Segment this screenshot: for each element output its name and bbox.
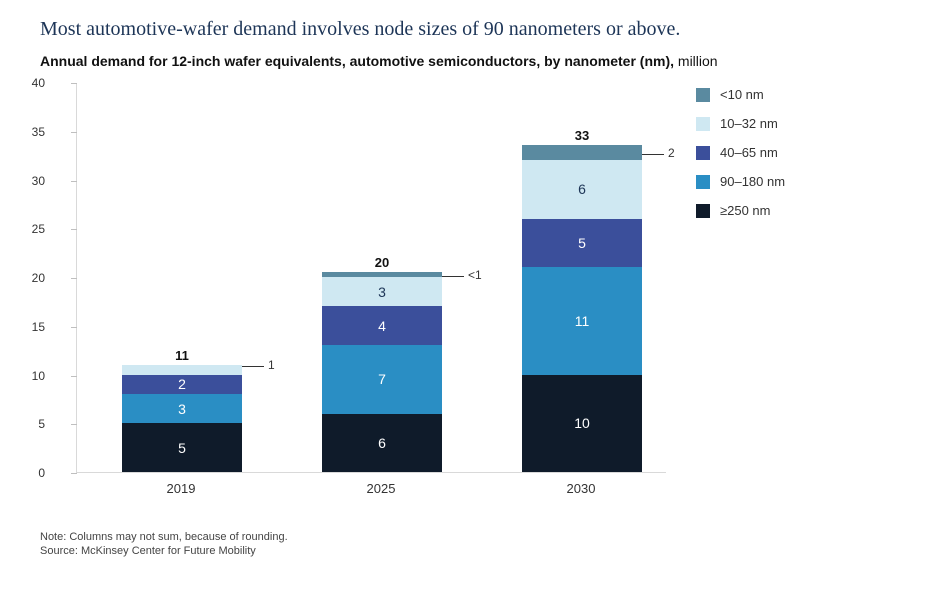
bar-2030: 101156 [522,145,642,472]
y-axis-label: 20 [17,271,45,285]
y-axis-label: 5 [17,417,45,431]
callout-line [442,276,464,277]
subtitle-unit: million [674,53,718,69]
y-axis-label: 0 [17,466,45,480]
legend-label: 90–180 nm [720,174,785,189]
y-axis-label: 35 [17,125,45,139]
footnote-source: Source: McKinsey Center for Future Mobil… [40,545,893,559]
y-axis-tick [71,424,77,425]
bar-total-label: 33 [575,128,589,143]
bar-segment-s4065: 5 [522,219,642,268]
bar-segment-lt10 [522,145,642,160]
callout-line [242,366,264,367]
legend-swatch [696,117,710,131]
page-title: Most automotive-wafer demand involves no… [40,18,893,41]
bar-total-label: 20 [375,255,389,270]
y-axis-tick [71,181,77,182]
chart-subtitle: Annual demand for 12-inch wafer equivale… [40,53,893,69]
y-axis-tick [71,376,77,377]
legend-swatch [696,175,710,189]
legend-item-s90180: 90–180 nm [696,174,785,189]
y-axis-tick [71,83,77,84]
legend-label: <10 nm [720,87,764,102]
bar-total-label: 11 [175,348,189,363]
bar-segment-s1032: 6 [522,160,642,219]
bar-2025: 6743 [322,272,442,472]
y-axis-label: 40 [17,76,45,90]
y-axis-tick [71,473,77,474]
y-axis-tick [71,229,77,230]
bar-segment-ge250: 6 [322,414,442,473]
legend-swatch [696,204,710,218]
legend-item-s1032: 10–32 nm [696,116,785,131]
bar-segment-ge250: 10 [522,375,642,473]
chart-area: 0510152025303540 532111674320<1101156332… [76,83,666,501]
chart-plot: 0510152025303540 532111674320<1101156332 [76,83,666,473]
callout-label: <1 [468,268,482,282]
legend-label: 10–32 nm [720,116,778,131]
chart-page: Most automotive-wafer demand involves no… [0,0,933,569]
bar-segment-s90180: 11 [522,267,642,374]
x-axis-label: 2025 [367,481,396,496]
y-axis-label: 10 [17,369,45,383]
legend-label: ≥250 nm [720,203,771,218]
legend-item-s4065: 40–65 nm [696,145,785,160]
footnotes: Note: Columns may not sum, because of ro… [40,531,893,559]
legend-swatch [696,146,710,160]
callout-label: 1 [268,358,275,372]
bar-segment-s90180: 7 [322,345,442,413]
bar-segment-s4065: 2 [122,375,242,395]
legend-item-ge250: ≥250 nm [696,203,785,218]
legend: <10 nm 10–32 nm 40–65 nm 90–180 nm ≥250 nm [696,87,785,232]
bar-segment-s1032 [122,365,242,375]
y-axis-tick [71,278,77,279]
bar-segment-s1032: 3 [322,277,442,306]
legend-item-lt10: <10 nm [696,87,785,102]
x-axis-label: 2019 [167,481,196,496]
y-axis-label: 25 [17,222,45,236]
bar-segment-s90180: 3 [122,394,242,423]
callout-label: 2 [668,146,675,160]
y-axis-tick [71,132,77,133]
footnote-note: Note: Columns may not sum, because of ro… [40,531,893,545]
bar-segment-ge250: 5 [122,423,242,472]
x-axis-label: 2030 [567,481,596,496]
bar-segment-s4065: 4 [322,306,442,345]
legend-swatch [696,88,710,102]
legend-label: 40–65 nm [720,145,778,160]
y-axis-label: 30 [17,174,45,188]
subtitle-main: Annual demand for 12-inch wafer equivale… [40,53,674,69]
chart-row: 0510152025303540 532111674320<1101156332… [40,83,893,501]
callout-line [642,154,664,155]
bar-2019: 532 [122,365,242,472]
y-axis-tick [71,327,77,328]
y-axis-label: 15 [17,320,45,334]
x-axis: 2019 2025 2030 [76,481,666,501]
